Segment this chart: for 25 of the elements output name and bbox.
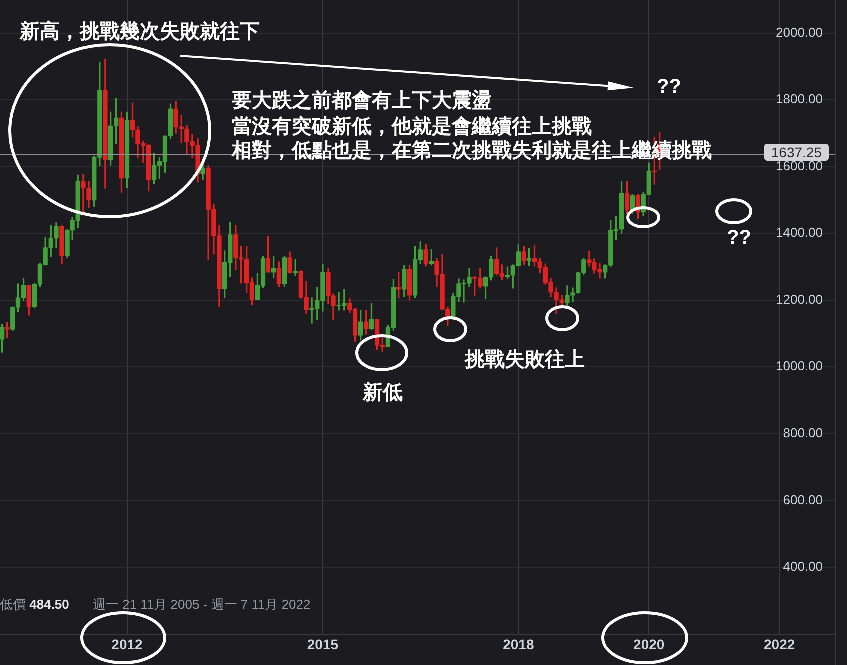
y-tick-label: 800.00 <box>783 426 823 441</box>
y-tick-label: 1000.00 <box>776 358 823 374</box>
annotation: 挑戰失敗往上 <box>465 348 585 372</box>
y-tick-label: 1400.00 <box>776 225 823 240</box>
annotation: 當沒有突破新低，他就是會繼續往上挑戰 <box>232 115 592 139</box>
y-tick-label: 1600.00 <box>776 158 823 174</box>
x-tick-label: 2015 <box>307 636 339 652</box>
y-tick-label: 600.00 <box>783 492 823 508</box>
annotation: 新高，挑戰幾次失敗就往下 <box>20 20 260 44</box>
y-tick-label: 400.00 <box>783 559 823 574</box>
y-tick-label: 2000.00 <box>776 24 823 40</box>
ref-line-label: 1637.25 <box>771 144 822 160</box>
x-tick-label: 2022 <box>764 636 796 652</box>
annotation: 週一 21 11月 2005 - 週一 7 11月 2022 <box>93 597 311 613</box>
annotation: 相對，低點也是，在第二次挑戰失利就是往上繼續挑戰 <box>232 139 712 163</box>
annotation: 新低 <box>363 381 403 405</box>
x-tick-label: 2020 <box>634 636 665 652</box>
y-tick-label: 1200.00 <box>776 292 823 307</box>
x-tick-label: 2012 <box>112 636 144 652</box>
x-tick-label: 2018 <box>503 636 534 652</box>
y-tick-label: 1800.00 <box>776 92 823 107</box>
annotation: ?? <box>727 226 752 250</box>
annotation: 要大跌之前都會有上下大震盪 <box>232 89 492 113</box>
annotation: 低價 484.50 <box>0 597 70 612</box>
annotation: ?? <box>657 75 682 99</box>
